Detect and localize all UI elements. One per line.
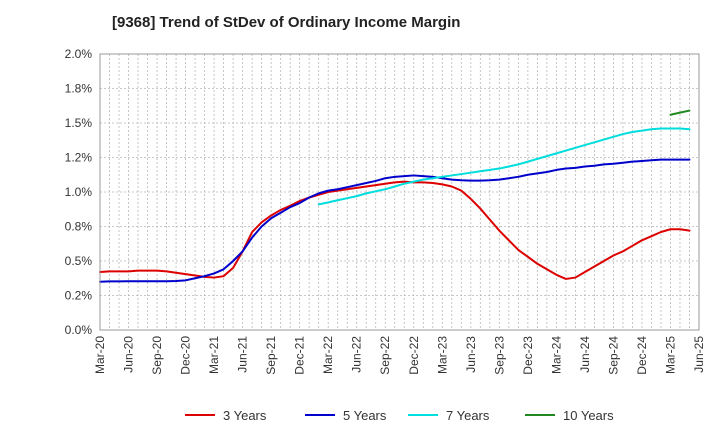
y-tick-label: 1.0%: [65, 185, 93, 199]
x-tick-label: Jun-23: [464, 336, 478, 373]
y-tick-label: 2.0%: [65, 47, 93, 61]
series-line-7-years: [317, 127, 691, 206]
legend-label: 3 Years: [223, 408, 267, 423]
plot-background: [100, 54, 699, 330]
x-tick-label: Mar-21: [207, 336, 221, 374]
x-tick-label: Dec-24: [635, 336, 649, 375]
x-tick-label: Jun-22: [350, 336, 364, 373]
y-tick-label: 0.5%: [65, 254, 93, 268]
x-tick-label: Sep-24: [606, 336, 620, 375]
x-tick-label: Dec-22: [407, 336, 421, 375]
x-tick-label: Mar-25: [663, 336, 677, 374]
y-tick-label: 0.8%: [65, 220, 93, 234]
series-line-10-years: [669, 109, 691, 116]
y-tick-label: 1.8%: [65, 82, 93, 96]
x-tick-label: Jun-25: [692, 336, 706, 373]
x-tick-label: Dec-23: [521, 336, 535, 375]
x-tick-label: Mar-20: [93, 336, 107, 374]
chart-title: [9368] Trend of StDev of Ordinary Income…: [112, 14, 461, 31]
series-line-3-years: [99, 180, 691, 280]
legend-label: 7 Years: [446, 408, 490, 423]
y-tick-label: 0.2%: [65, 289, 93, 303]
legend-label: 10 Years: [563, 408, 614, 423]
series-line-5-years: [99, 158, 691, 283]
x-tick-label: Jun-20: [122, 336, 136, 373]
legend-label: 5 Years: [343, 408, 387, 423]
legend: 3 Years 5 Years 7 Years 10 Years: [185, 408, 614, 423]
x-tick-label: Sep-21: [264, 336, 278, 375]
y-tick-label: 1.5%: [65, 116, 93, 130]
y-tick-label: 1.2%: [65, 151, 93, 165]
x-tick-label: Sep-20: [150, 336, 164, 375]
x-tick-label: Jun-21: [236, 336, 250, 373]
x-tick-label: Jun-24: [578, 336, 592, 373]
series-lines: [99, 109, 691, 283]
plot-border: [99, 53, 700, 331]
x-tick-label: Mar-23: [435, 336, 449, 374]
y-axis-labels: 0.0% 0.2% 0.5% 0.8% 1.0% 1.2% 1.5% 1.8% 2.0%: [65, 47, 93, 337]
x-tick-label: Sep-23: [492, 336, 506, 375]
x-tick-label: Dec-21: [293, 336, 307, 375]
y-tick-label: 0.0%: [65, 323, 93, 337]
x-axis-labels: Mar-20 Jun-20 Sep-20 Dec-20 Mar-21 Jun-21 Sep-…: [93, 336, 706, 375]
x-tick-label: Dec-20: [179, 336, 193, 375]
x-tick-label: Mar-24: [549, 336, 563, 374]
x-tick-label: Sep-22: [378, 336, 392, 375]
x-tick-label: Mar-22: [321, 336, 335, 374]
